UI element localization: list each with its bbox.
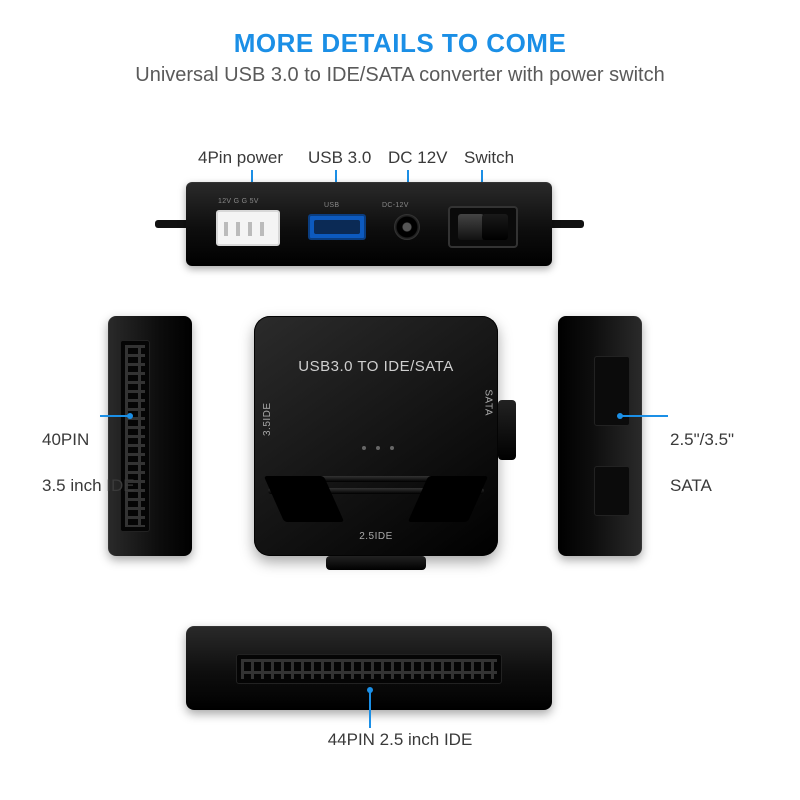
leader-line: [100, 415, 130, 417]
port-label-usb: USB: [324, 202, 339, 209]
power-switch: [448, 206, 518, 248]
leader-dot: [617, 413, 623, 419]
label-25ide: 2.5IDE: [254, 531, 498, 542]
callout-usb3: USB 3.0: [308, 148, 371, 168]
device-top-face: USB3.0 TO IDE/SATA 3.5IDE SATA 2.5IDE: [254, 316, 498, 556]
cable-stub: [548, 220, 584, 228]
callout-dc12v: DC 12V: [388, 148, 448, 168]
label-35ide: 3.5IDE: [262, 402, 273, 436]
leader-dot: [127, 413, 133, 419]
port-4pin-molex: [216, 210, 280, 246]
led-indicator: [390, 446, 394, 450]
port-dc-jack: [394, 214, 420, 240]
surface-cut: [264, 476, 344, 522]
leader-dot: [367, 687, 373, 693]
ide-44pin-header: [236, 654, 502, 684]
page-subtitle: Universal USB 3.0 to IDE/SATA converter …: [0, 64, 800, 87]
callout-line: 3.5 inch IDE: [42, 476, 135, 495]
label-sata: SATA: [483, 389, 494, 416]
page-title: MORE DETAILS TO COME: [0, 28, 800, 59]
led-indicator: [362, 446, 366, 450]
callout-line: 40PIN: [42, 430, 89, 449]
device-main-label: USB3.0 TO IDE/SATA: [254, 358, 498, 375]
sata-port: [594, 466, 630, 516]
device-top-view: 12V G G 5V USB DC-12V: [186, 182, 552, 266]
callout-40pin-ide: 40PIN 3.5 inch IDE: [42, 406, 135, 498]
port-label-dc: DC-12V: [382, 202, 409, 209]
ide25-tab: [326, 556, 426, 570]
port-label-molex: 12V G G 5V: [218, 198, 259, 205]
callout-switch: Switch: [464, 148, 514, 168]
callout-line: 2.5"/3.5": [670, 430, 734, 449]
callout-4pin-power: 4Pin power: [198, 148, 283, 168]
surface-cut: [408, 476, 488, 522]
callout-sata: 2.5"/3.5" SATA: [670, 406, 734, 498]
sata-tab: [498, 400, 516, 460]
callout-line: SATA: [670, 476, 712, 495]
led-indicator: [376, 446, 380, 450]
leader-line: [369, 690, 371, 728]
leader-line: [620, 415, 668, 417]
device-right-view: [558, 316, 642, 556]
callout-44pin-ide: 44PIN 2.5 inch IDE: [0, 730, 800, 750]
port-usb3: [308, 214, 366, 240]
